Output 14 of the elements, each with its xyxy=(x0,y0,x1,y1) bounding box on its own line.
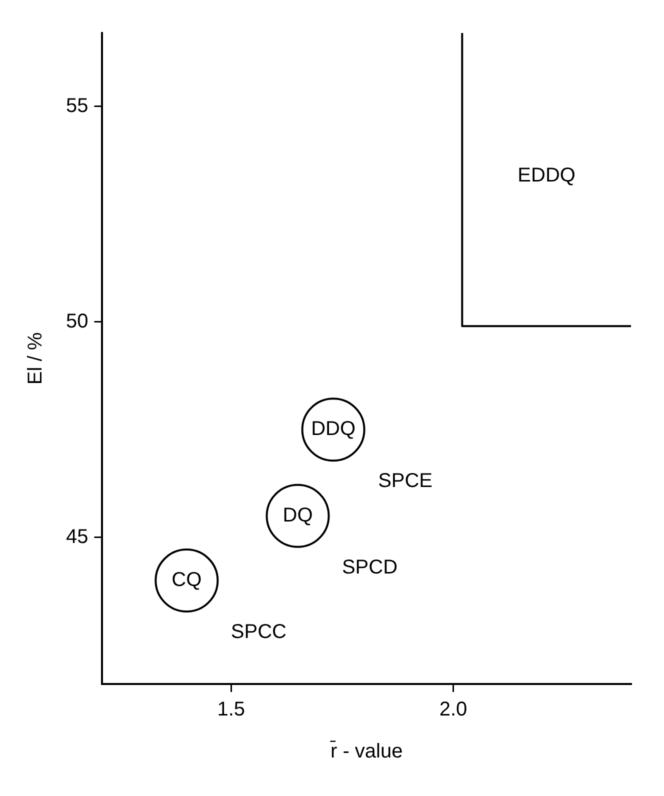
data-label: DQ xyxy=(282,504,313,526)
data-label: DDQ xyxy=(311,418,356,440)
data-label: CQ xyxy=(172,569,202,592)
y-tick-label: 55 xyxy=(66,94,88,117)
x-tick-label: 1.5 xyxy=(217,698,246,721)
annotation: SPCD xyxy=(342,556,398,578)
x-tick-label: 2.0 xyxy=(439,698,468,721)
y-axis-title: El / % xyxy=(24,332,47,385)
text: EDDQ xyxy=(518,164,576,187)
annotation: SPCE xyxy=(378,470,433,492)
y-tick-label: 50 xyxy=(66,310,88,332)
annotation: SPCC xyxy=(230,621,286,644)
y-tick-label: 45 xyxy=(66,526,88,548)
x-axis-title: r̄ - value xyxy=(330,740,403,763)
